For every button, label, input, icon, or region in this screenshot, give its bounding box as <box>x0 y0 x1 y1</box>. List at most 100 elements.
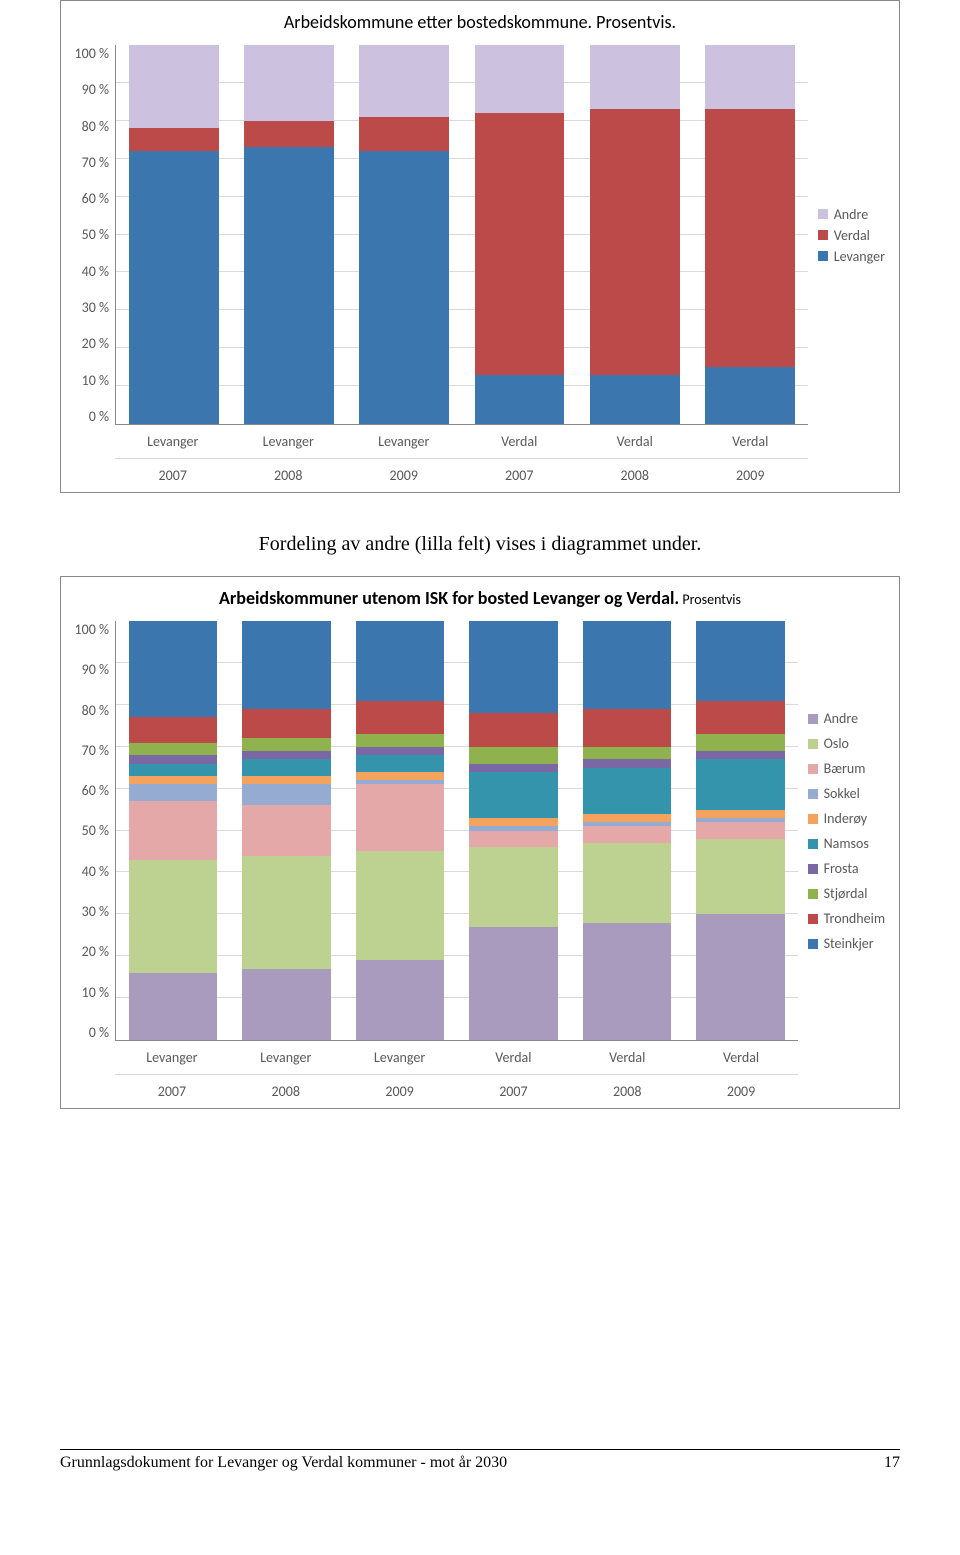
ytick-label: 10 % <box>82 372 109 389</box>
bar-segment <box>590 375 680 424</box>
bar-segment <box>129 784 218 801</box>
bar-segment <box>469 927 558 1040</box>
ytick-label: 50 % <box>82 226 109 243</box>
bar-segment <box>242 856 331 969</box>
bar-segment <box>583 826 672 843</box>
ytick-label: 0 % <box>89 1024 109 1041</box>
legend-item: Sokkel <box>808 785 885 802</box>
bar-segment <box>242 751 331 759</box>
bar-segment <box>590 109 680 374</box>
bar-segment <box>583 814 672 822</box>
legend-item: Steinkjer <box>808 935 885 952</box>
ytick-label: 40 % <box>82 263 109 280</box>
legend-item: Trondheim <box>808 910 885 927</box>
xtick-label: 2007 <box>462 459 578 492</box>
page-footer: Grunnlagsdokument for Levanger og Verdal… <box>60 1449 900 1472</box>
bar-segment <box>129 621 218 717</box>
chart-2-legend: Andre Oslo Bærum Sokkel Inderøy Namsos Frosta S… <box>798 621 899 1041</box>
bar-segment <box>356 784 445 851</box>
legend-item: Namsos <box>808 835 885 852</box>
legend-item: Bærum <box>808 760 885 777</box>
ytick-label: 60 % <box>82 782 109 799</box>
bar-segment <box>356 851 445 960</box>
xtick-label: 2007 <box>115 459 231 492</box>
legend-label: Stjørdal <box>824 885 868 902</box>
bar-segment <box>469 713 558 747</box>
bar-segment <box>244 147 334 424</box>
bar-segment <box>129 764 218 777</box>
chart-1-yaxis: 100 %90 %80 %70 %60 %50 %40 %30 %20 %10 … <box>61 45 115 425</box>
xtick-label: Verdal <box>456 1041 570 1074</box>
xtick-label: 2008 <box>570 1075 684 1108</box>
bar-column <box>583 621 672 1040</box>
bar-segment <box>469 847 558 927</box>
bar-column <box>590 45 680 424</box>
bar-segment <box>590 45 680 109</box>
chart-1-title: Arbeidskommune etter bostedskommune. Pro… <box>61 11 899 33</box>
bar-segment <box>242 776 331 784</box>
bar-segment <box>356 621 445 701</box>
bar-segment <box>244 45 334 121</box>
bar-segment <box>583 768 672 814</box>
xtick-label: Verdal <box>693 425 809 458</box>
bar-segment <box>705 45 795 109</box>
ytick-label: 80 % <box>82 118 109 135</box>
ytick-label: 20 % <box>82 335 109 352</box>
ytick-label: 30 % <box>82 903 109 920</box>
bar-segment <box>696 734 785 751</box>
chart-1: Arbeidskommune etter bostedskommune. Pro… <box>60 0 900 493</box>
legend-item: Verdal <box>818 227 885 244</box>
xtick-label: Levanger <box>231 425 347 458</box>
bar-segment <box>242 805 331 855</box>
bar-segment <box>129 776 218 784</box>
legend-swatch <box>808 939 818 949</box>
legend-label: Inderøy <box>824 810 868 827</box>
legend-swatch <box>808 764 818 774</box>
bar-segment <box>242 621 331 709</box>
chart-1-plot <box>115 45 808 425</box>
bar-segment <box>583 709 672 747</box>
bar-column <box>129 45 219 424</box>
chart-2-yaxis: 100 %90 %80 %70 %60 %50 %40 %30 %20 %10 … <box>61 621 115 1041</box>
bar-segment <box>242 709 331 738</box>
xtick-label: 2008 <box>231 459 347 492</box>
bar-segment <box>705 367 795 424</box>
legend-label: Namsos <box>824 835 869 852</box>
xtick-label: Verdal <box>577 425 693 458</box>
bar-segment <box>696 701 785 735</box>
bar-segment <box>469 772 558 818</box>
bar-segment <box>469 764 558 772</box>
legend-label: Andre <box>824 710 858 727</box>
bar-segment <box>359 45 449 117</box>
xtick-label: 2007 <box>456 1075 570 1108</box>
bar-column <box>696 621 785 1040</box>
bar-segment <box>129 860 218 973</box>
xtick-label: Verdal <box>462 425 578 458</box>
legend-item: Inderøy <box>808 810 885 827</box>
legend-label: Levanger <box>834 248 885 265</box>
legend-label: Frosta <box>824 860 859 877</box>
legend-swatch <box>808 814 818 824</box>
legend-item: Levanger <box>818 248 885 265</box>
footer-text: Grunnlagsdokument for Levanger og Verdal… <box>60 1454 507 1472</box>
xtick-label: 2008 <box>229 1075 343 1108</box>
legend-label: Andre <box>834 206 868 223</box>
caption-text: Fordeling av andre (lilla felt) vises i … <box>60 533 900 556</box>
bar-segment <box>696 751 785 759</box>
xtick-label: Levanger <box>346 425 462 458</box>
xtick-label: Verdal <box>570 1041 684 1074</box>
bar-segment <box>475 113 565 375</box>
bar-segment <box>129 801 218 860</box>
bar-segment <box>469 831 558 848</box>
bar-segment <box>583 923 672 1040</box>
bar-segment <box>129 755 218 763</box>
legend-swatch <box>818 230 828 240</box>
xtick-label: 2009 <box>343 1075 457 1108</box>
bar-segment <box>356 960 445 1040</box>
bar-segment <box>696 914 785 1040</box>
bar-segment <box>129 128 219 151</box>
legend-swatch <box>808 839 818 849</box>
ytick-label: 50 % <box>82 822 109 839</box>
legend-label: Oslo <box>824 735 849 752</box>
legend-swatch <box>808 864 818 874</box>
